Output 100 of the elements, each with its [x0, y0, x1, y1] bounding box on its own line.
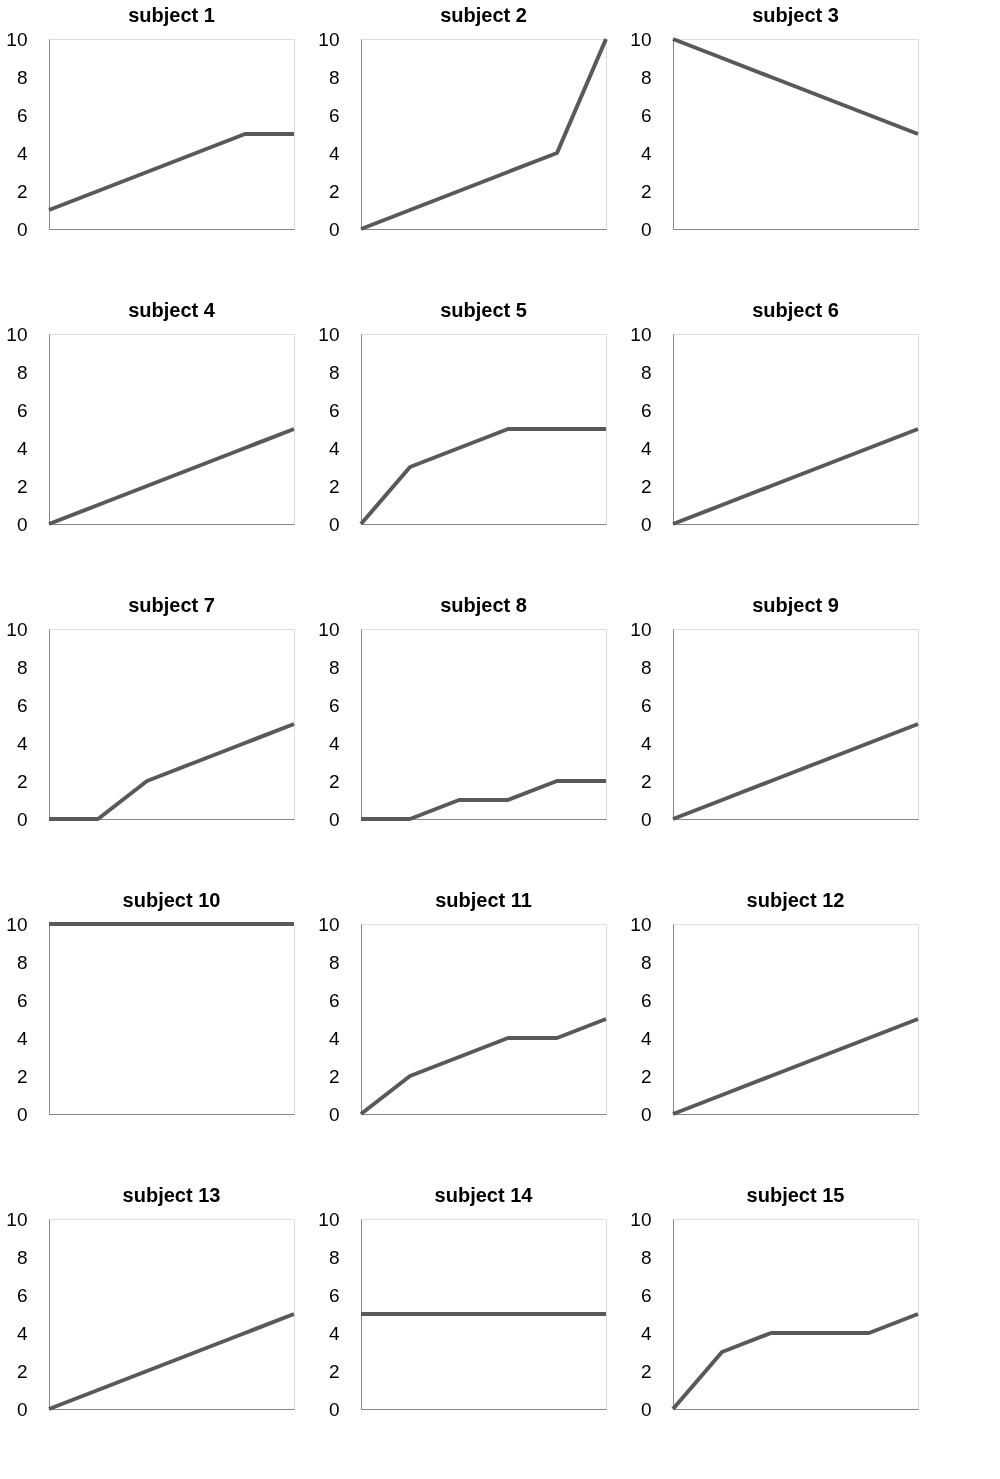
y-tick-label: 6: [16, 399, 28, 421]
y-tick-label: 8: [640, 656, 652, 678]
y-tick-label: 10: [6, 913, 28, 935]
y-tick-label: 8: [328, 66, 340, 88]
y-tick-label: 0: [16, 218, 28, 240]
y-tick-label: 8: [640, 361, 652, 383]
chart-title: subject 13: [122, 1184, 221, 1206]
y-tick-label: 8: [16, 656, 28, 678]
y-tick-label: 8: [16, 951, 28, 973]
y-tick-label: 8: [328, 951, 340, 973]
y-tick-label: 2: [640, 770, 652, 792]
y-tick-label: 2: [328, 770, 340, 792]
y-tick-label: 10: [318, 1208, 340, 1230]
y-tick-label: 8: [16, 361, 28, 383]
chart-title: subject 11: [435, 889, 532, 911]
y-tick-label: 0: [640, 1398, 652, 1420]
chart-title: subject 7: [128, 594, 215, 616]
y-tick-label: 0: [640, 218, 652, 240]
y-tick-label: 10: [6, 28, 28, 50]
y-tick-label: 0: [328, 1398, 340, 1420]
chart-title: subject 3: [752, 4, 839, 26]
y-tick-label: 0: [640, 808, 652, 830]
chart-title: subject 14: [434, 1184, 534, 1206]
y-tick-label: 8: [328, 1246, 340, 1268]
y-tick-label: 0: [328, 218, 340, 240]
y-tick-label: 0: [16, 1103, 28, 1125]
y-tick-label: 10: [6, 1208, 28, 1230]
y-tick-label: 0: [328, 1103, 340, 1125]
y-tick-label: 4: [16, 1322, 28, 1344]
chart-title: subject 9: [752, 594, 839, 616]
y-tick-label: 6: [16, 104, 28, 126]
y-tick-label: 4: [640, 732, 652, 754]
y-tick-label: 4: [640, 1322, 652, 1344]
y-tick-label: 4: [328, 142, 340, 164]
y-tick-label: 4: [328, 1027, 340, 1049]
y-tick-label: 4: [16, 732, 28, 754]
y-tick-label: 6: [16, 989, 28, 1011]
y-tick-label: 6: [328, 104, 340, 126]
y-tick-label: 0: [328, 513, 340, 535]
y-tick-label: 4: [640, 437, 652, 459]
y-tick-label: 4: [328, 732, 340, 754]
y-tick-label: 4: [16, 437, 28, 459]
y-tick-label: 10: [6, 618, 28, 640]
y-tick-label: 4: [16, 1027, 28, 1049]
y-tick-label: 10: [630, 913, 652, 935]
y-tick-label: 8: [16, 66, 28, 88]
y-tick-label: 6: [640, 1284, 652, 1306]
y-tick-label: 6: [328, 694, 340, 716]
y-tick-label: 2: [640, 1360, 652, 1382]
y-tick-label: 2: [16, 770, 28, 792]
y-tick-label: 6: [328, 989, 340, 1011]
y-tick-label: 2: [328, 475, 340, 497]
chart-title: subject 5: [440, 299, 527, 321]
y-tick-label: 2: [16, 475, 28, 497]
chart-title: subject 12: [746, 889, 845, 911]
y-tick-label: 0: [16, 1398, 28, 1420]
y-tick-label: 4: [16, 142, 28, 164]
chart-title: subject 8: [440, 594, 527, 616]
y-tick-label: 8: [328, 361, 340, 383]
y-tick-label: 2: [16, 1065, 28, 1087]
y-tick-label: 2: [640, 1065, 652, 1087]
y-tick-label: 10: [630, 323, 652, 345]
y-tick-label: 0: [640, 1103, 652, 1125]
y-tick-label: 10: [6, 323, 28, 345]
y-tick-label: 10: [630, 28, 652, 50]
y-tick-label: 0: [16, 808, 28, 830]
chart-title: subject 4: [128, 299, 216, 321]
chart-title: subject 6: [752, 299, 839, 321]
y-tick-label: 10: [318, 323, 340, 345]
y-tick-label: 2: [640, 475, 652, 497]
y-tick-label: 2: [16, 180, 28, 202]
chart-title: subject 10: [122, 889, 221, 911]
y-tick-label: 2: [328, 1360, 340, 1382]
y-tick-label: 2: [328, 180, 340, 202]
line-series: [671, 37, 920, 136]
y-tick-label: 4: [640, 1027, 652, 1049]
y-tick-label: 8: [16, 1246, 28, 1268]
y-tick-label: 8: [328, 656, 340, 678]
chart-title: subject 15: [746, 1184, 845, 1206]
y-tick-label: 10: [630, 618, 652, 640]
y-tick-label: 10: [318, 28, 340, 50]
y-tick-label: 4: [640, 142, 652, 164]
y-tick-label: 6: [328, 399, 340, 421]
y-tick-label: 6: [16, 1284, 28, 1306]
y-tick-label: 0: [16, 513, 28, 535]
y-tick-label: 6: [328, 1284, 340, 1306]
y-tick-label: 8: [640, 951, 652, 973]
y-tick-label: 4: [328, 1322, 340, 1344]
chart-title: subject 1: [128, 4, 215, 26]
line-series: [47, 132, 296, 212]
y-tick-label: 2: [640, 180, 652, 202]
y-tick-label: 6: [640, 104, 652, 126]
y-tick-label: 2: [328, 1065, 340, 1087]
line-series: [359, 37, 608, 231]
y-tick-label: 6: [640, 399, 652, 421]
y-tick-label: 6: [640, 989, 652, 1011]
y-tick-label: 4: [328, 437, 340, 459]
y-tick-label: 10: [318, 913, 340, 935]
y-tick-label: 2: [16, 1360, 28, 1382]
y-tick-label: 10: [318, 618, 340, 640]
